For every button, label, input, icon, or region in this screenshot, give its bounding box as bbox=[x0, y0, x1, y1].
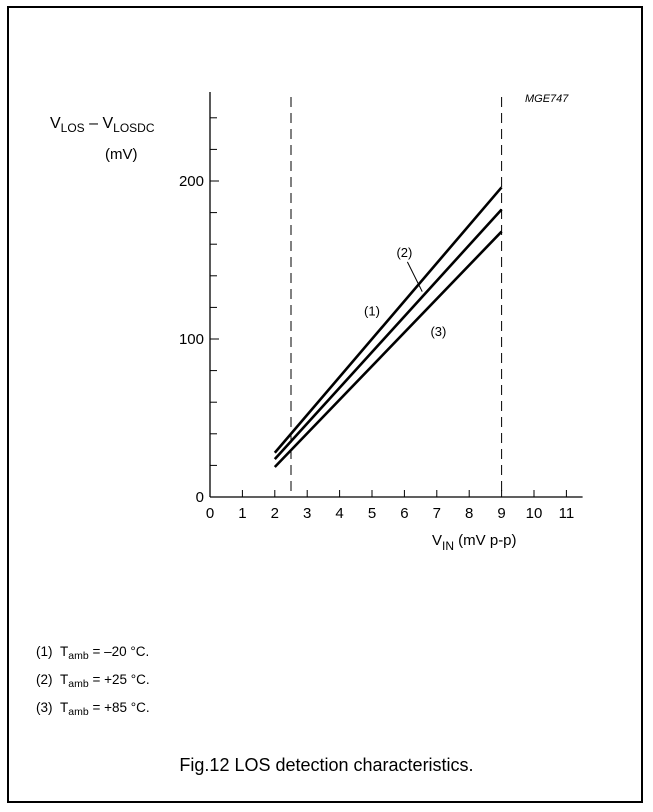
series-note: (2) Tamb = +25 °C. bbox=[36, 666, 150, 694]
y-tick-label: 0 bbox=[196, 489, 204, 506]
x-tick-label: 8 bbox=[465, 505, 473, 522]
note-value: = –20 °C. bbox=[88, 644, 150, 659]
x-tick-label: 1 bbox=[238, 505, 246, 522]
x-tick-label: 6 bbox=[400, 505, 408, 522]
series-notes: (1) Tamb = –20 °C. (2) Tamb = +25 °C. (3… bbox=[36, 638, 150, 722]
y-tick-label: 200 bbox=[179, 173, 204, 190]
note-number: (3) bbox=[36, 700, 53, 715]
note-number: (1) bbox=[36, 644, 53, 659]
x-tick-label: 0 bbox=[206, 505, 214, 522]
note-value: = +85 °C. bbox=[88, 700, 150, 715]
x-tick-label: 5 bbox=[368, 505, 376, 522]
figure-reference-code: MGE747 bbox=[525, 93, 569, 105]
x-tick-label: 7 bbox=[433, 505, 441, 522]
series-label: (3) bbox=[430, 324, 446, 339]
series-line bbox=[273, 230, 503, 468]
y-label-sub1: LOS bbox=[60, 121, 85, 135]
note-t: T bbox=[60, 672, 69, 687]
figure-frame bbox=[7, 6, 643, 803]
x-tick-label: 11 bbox=[559, 505, 575, 522]
y-label-main: V bbox=[50, 115, 61, 132]
x-tick-label: 10 bbox=[526, 505, 543, 522]
series-label: (2) bbox=[396, 245, 412, 260]
note-value: = +25 °C. bbox=[88, 672, 150, 687]
series-note: (1) Tamb = –20 °C. bbox=[36, 638, 150, 666]
x-tick-label: 3 bbox=[303, 505, 311, 522]
series-note: (3) Tamb = +85 °C. bbox=[36, 694, 150, 722]
y-axis-unit: (mV) bbox=[105, 146, 138, 163]
figure-caption: Fig.12 LOS detection characteristics. bbox=[179, 755, 474, 775]
x-axis-label: VIN (mV p-p) bbox=[432, 532, 517, 553]
x-label-sub: IN bbox=[442, 539, 455, 553]
note-number: (2) bbox=[36, 672, 53, 687]
note-sub: amb bbox=[68, 706, 89, 718]
series-line bbox=[273, 186, 503, 454]
note-sub: amb bbox=[68, 650, 89, 662]
y-axis-label: VLOS – VLOSDC bbox=[50, 115, 155, 137]
note-t: T bbox=[60, 700, 69, 715]
x-tick-label: 2 bbox=[271, 505, 279, 522]
y-tick-label: 100 bbox=[179, 331, 204, 348]
note-t: T bbox=[60, 644, 69, 659]
y-label-sub2: LOSDC bbox=[113, 121, 155, 135]
series-line bbox=[273, 208, 503, 460]
note-sub: amb bbox=[68, 678, 89, 690]
y-label-mid: – V bbox=[84, 115, 114, 132]
series-label-leader bbox=[406, 261, 423, 292]
x-label-rest: (mV p-p) bbox=[454, 532, 517, 549]
x-tick-label: 9 bbox=[497, 505, 505, 522]
series-label: (1) bbox=[364, 303, 380, 318]
x-tick-label: 4 bbox=[335, 505, 343, 522]
x-label-main: V bbox=[432, 532, 443, 549]
